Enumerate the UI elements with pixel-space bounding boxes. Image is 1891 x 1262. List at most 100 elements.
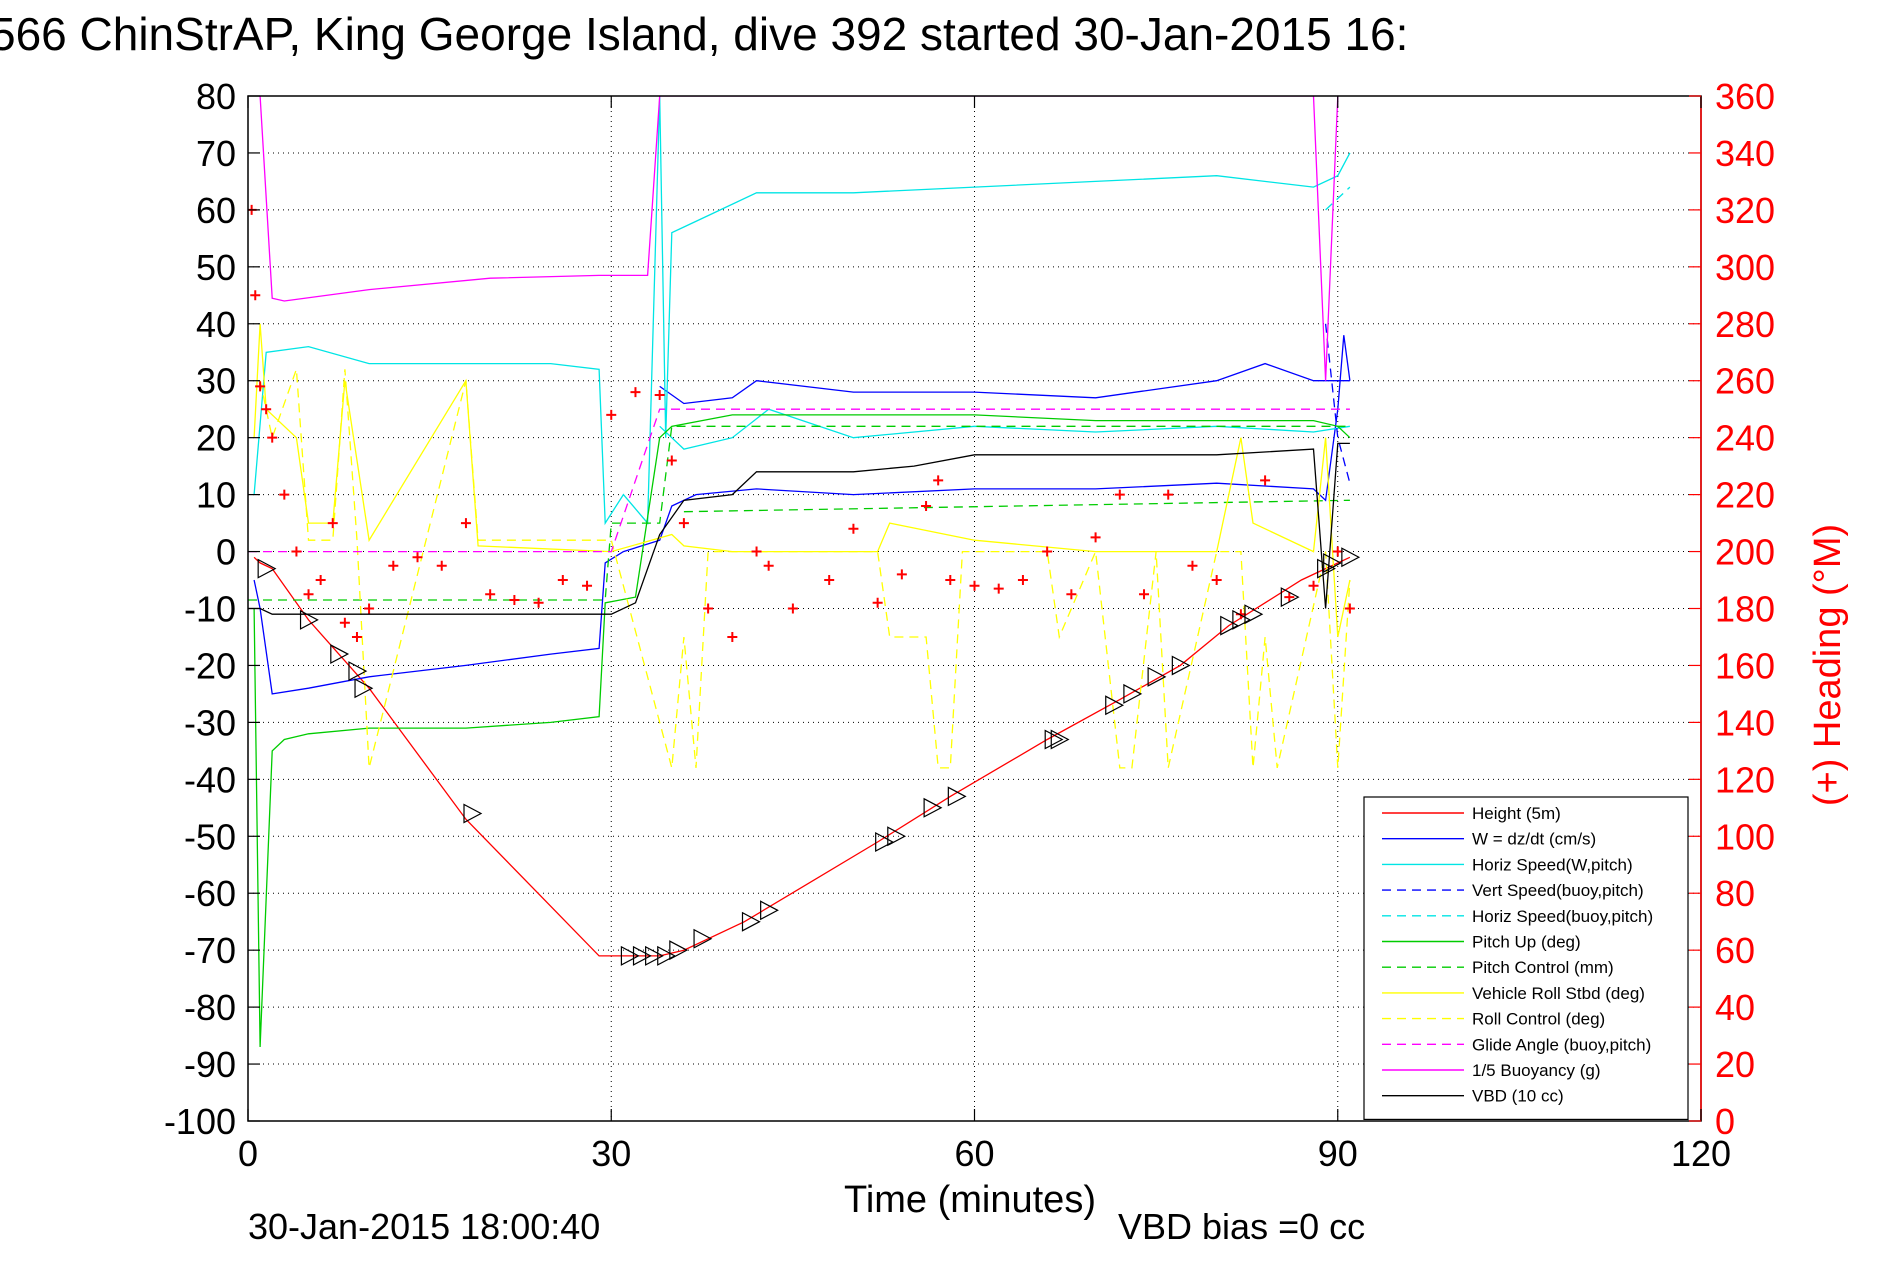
heading-point <box>436 560 447 571</box>
footer-vbd-bias: VBD bias =0 cc <box>1118 1206 1365 1247</box>
series-line <box>1325 186 1351 211</box>
y-tick-label-right: 360 <box>1715 76 1775 117</box>
heading-point <box>279 489 290 500</box>
y-tick-label-right: 40 <box>1715 987 1755 1028</box>
heading-point <box>1308 580 1319 591</box>
footer-timestamp: 30-Jan-2015 18:00:40 <box>248 1206 600 1247</box>
series-line <box>253 414 1351 1048</box>
heading-point <box>303 589 314 600</box>
y-tick-label-right: 160 <box>1715 645 1775 686</box>
marker-triangle <box>693 928 713 949</box>
y-tick-label-right: 300 <box>1715 247 1775 288</box>
y-tick-label-right: 20 <box>1715 1044 1755 1085</box>
series-line <box>683 499 1350 513</box>
heading-point <box>255 381 266 392</box>
series-line <box>248 408 1350 553</box>
heading-point <box>993 583 1004 594</box>
legend-label: Glide Angle (buoy,pitch) <box>1472 1035 1651 1054</box>
legend-label: 1/5 Buoyancy (g) <box>1472 1061 1601 1080</box>
y-tick-label: 0 <box>216 532 236 573</box>
marker-triangle <box>1341 547 1361 568</box>
heading-point <box>1260 475 1271 486</box>
series-line <box>659 408 1351 450</box>
x-tick-label: 0 <box>238 1133 258 1174</box>
heading-point <box>1090 532 1101 543</box>
heading-point <box>763 560 774 571</box>
heading-point <box>351 631 362 642</box>
y-tick-label: 20 <box>196 418 236 459</box>
legend-label: VBD (10 cc) <box>1472 1087 1564 1106</box>
heading-point <box>1211 575 1222 586</box>
marker-triangle <box>1044 729 1064 750</box>
y-tick-label: 40 <box>196 304 236 345</box>
marker-triangle <box>330 644 350 665</box>
heading-point <box>388 560 399 571</box>
y-tick-label-right: 60 <box>1715 930 1755 971</box>
legend-label: Horiz Speed(buoy,pitch) <box>1472 907 1653 926</box>
series-line <box>659 362 1350 405</box>
x-tick-label: 60 <box>954 1133 994 1174</box>
y-tick-label: 70 <box>196 133 236 174</box>
y-tick-label-right: 180 <box>1715 589 1775 630</box>
heading-point <box>364 603 375 614</box>
y-tick-label: -40 <box>184 759 236 800</box>
marker-triangle <box>1123 683 1143 704</box>
heading-point <box>921 501 932 511</box>
marker-triangle <box>1244 604 1264 625</box>
marker-triangle <box>257 558 277 579</box>
marker-triangle <box>669 940 689 961</box>
heading-point <box>1017 575 1028 586</box>
y-tick-label-right: 140 <box>1715 702 1775 743</box>
heading-point <box>1344 603 1355 614</box>
y-tick-label-right: 200 <box>1715 532 1775 573</box>
series-line <box>1324 323 1351 484</box>
x-tick-label: 30 <box>591 1133 631 1174</box>
heading-point <box>315 575 326 586</box>
marker-triangle <box>741 911 761 932</box>
heading-point <box>339 617 350 628</box>
legend-box <box>1363 796 1689 1120</box>
marker-triangle <box>947 786 967 807</box>
heading-point <box>509 594 520 605</box>
series-line <box>253 335 1351 695</box>
y-tick-label: -80 <box>184 987 236 1028</box>
heading-point <box>1139 589 1150 600</box>
y-tick-label: -20 <box>184 645 236 686</box>
heading-point <box>485 589 496 600</box>
heading-point <box>945 575 956 586</box>
heading-point <box>1114 489 1125 500</box>
y-tick-label-right: 280 <box>1715 304 1775 345</box>
heading-point <box>666 455 677 466</box>
y-tick-label: 30 <box>196 361 236 402</box>
y-tick-label: 10 <box>196 475 236 516</box>
heading-point <box>267 432 278 443</box>
heading-point <box>261 404 272 415</box>
heading-point <box>933 475 944 486</box>
heading-point <box>250 290 261 301</box>
marker-triangle <box>887 826 907 847</box>
heading-point <box>654 389 665 400</box>
heading-point <box>291 546 302 557</box>
y-tick-label-right: 100 <box>1715 816 1775 857</box>
heading-point <box>460 518 471 529</box>
marker-triangle <box>1317 558 1336 579</box>
heading-point <box>1235 609 1246 620</box>
heading-point <box>872 597 883 608</box>
marker-triangle <box>1105 695 1125 716</box>
marker-triangle <box>632 945 652 966</box>
marker-triangle <box>1147 666 1167 687</box>
y-tick-label-right: 240 <box>1715 418 1775 459</box>
heading-point <box>412 552 423 563</box>
marker-triangle <box>1232 609 1252 630</box>
legend-label: W = dz/dt (cm/s) <box>1472 830 1596 849</box>
y-tick-label-right: 260 <box>1715 361 1775 402</box>
y-tick-label: -70 <box>184 930 236 971</box>
heading-point <box>787 603 798 614</box>
heading-point <box>727 631 738 642</box>
heading-point <box>1332 546 1343 557</box>
marker-triangle <box>1050 729 1070 750</box>
marker-triangle <box>657 945 677 966</box>
x-tick-label: 90 <box>1318 1133 1358 1174</box>
y-tick-label-right: 0 <box>1715 1101 1735 1142</box>
y-tick-label: -50 <box>184 816 236 857</box>
